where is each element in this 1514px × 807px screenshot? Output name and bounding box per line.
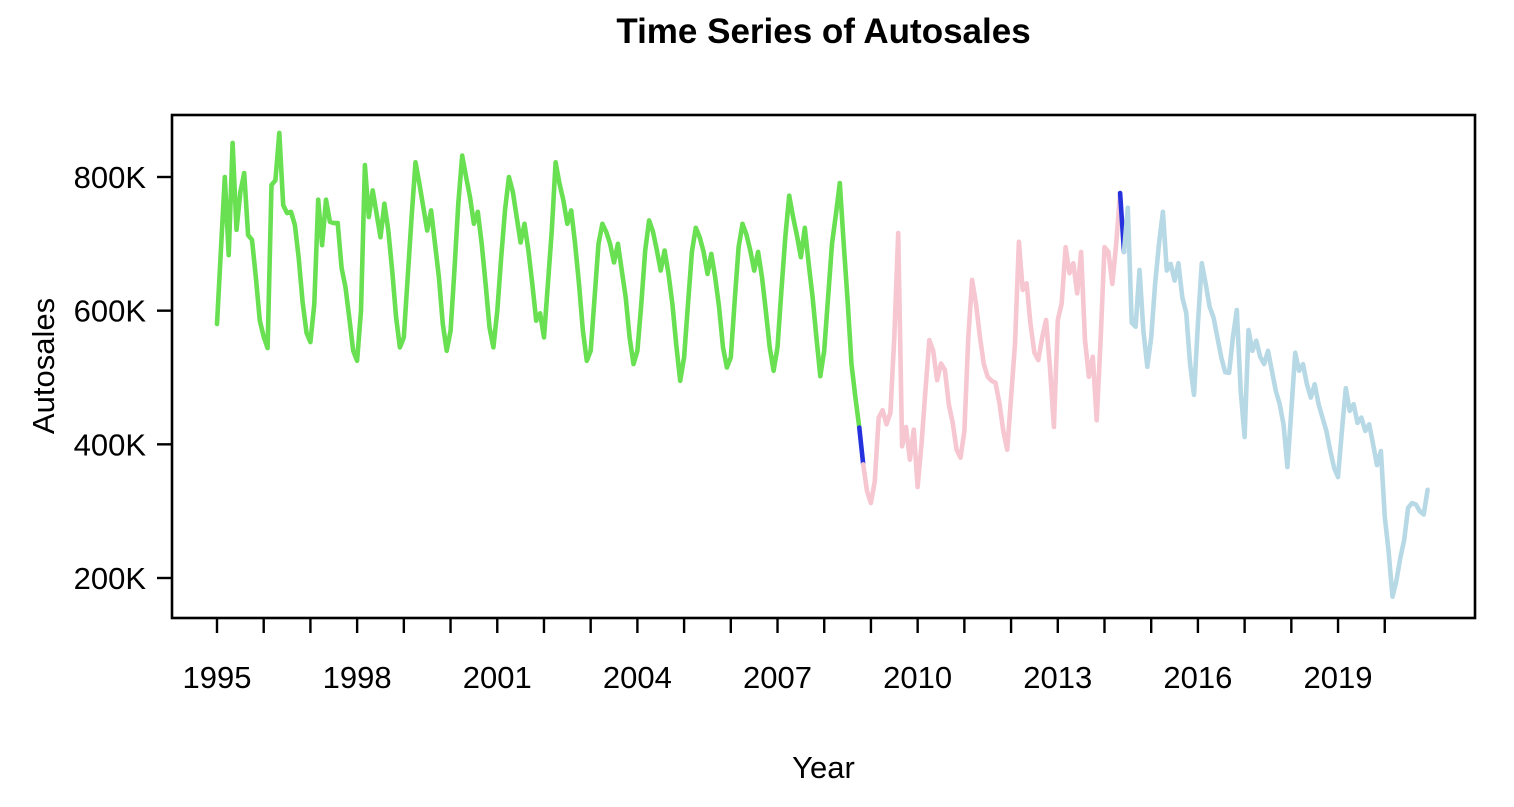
series-regime-3-lightblue <box>1121 205 1430 600</box>
x-axis-tick-label: 2004 <box>603 660 672 695</box>
x-axis-tick-label: 2016 <box>1163 660 1232 695</box>
y-axis-tick-label: 400K <box>74 427 147 462</box>
chart-title: Time Series of Autosales <box>616 12 1031 51</box>
y-axis-tick-label: 200K <box>74 561 147 596</box>
series-regime-2-pink <box>860 190 1123 506</box>
y-axis-tick-label: 800K <box>74 160 147 195</box>
x-axis-tick-label: 2010 <box>883 660 952 695</box>
x-axis-tick-label: 2001 <box>463 660 532 695</box>
y-axis-tick-label: 600K <box>74 294 147 329</box>
y-axis-title: Autosales <box>26 297 61 435</box>
x-axis-tick-label: 2019 <box>1304 660 1373 695</box>
series-break-1-blue <box>856 425 866 467</box>
series-regime-1-green <box>214 130 862 430</box>
x-axis-tick-label: 1995 <box>183 660 252 695</box>
x-axis-title: Year <box>792 750 855 785</box>
x-axis-tick-label: 1998 <box>323 660 392 695</box>
x-axis-tick-label: 2013 <box>1023 660 1092 695</box>
x-axis-tick-label: 2007 <box>743 660 812 695</box>
